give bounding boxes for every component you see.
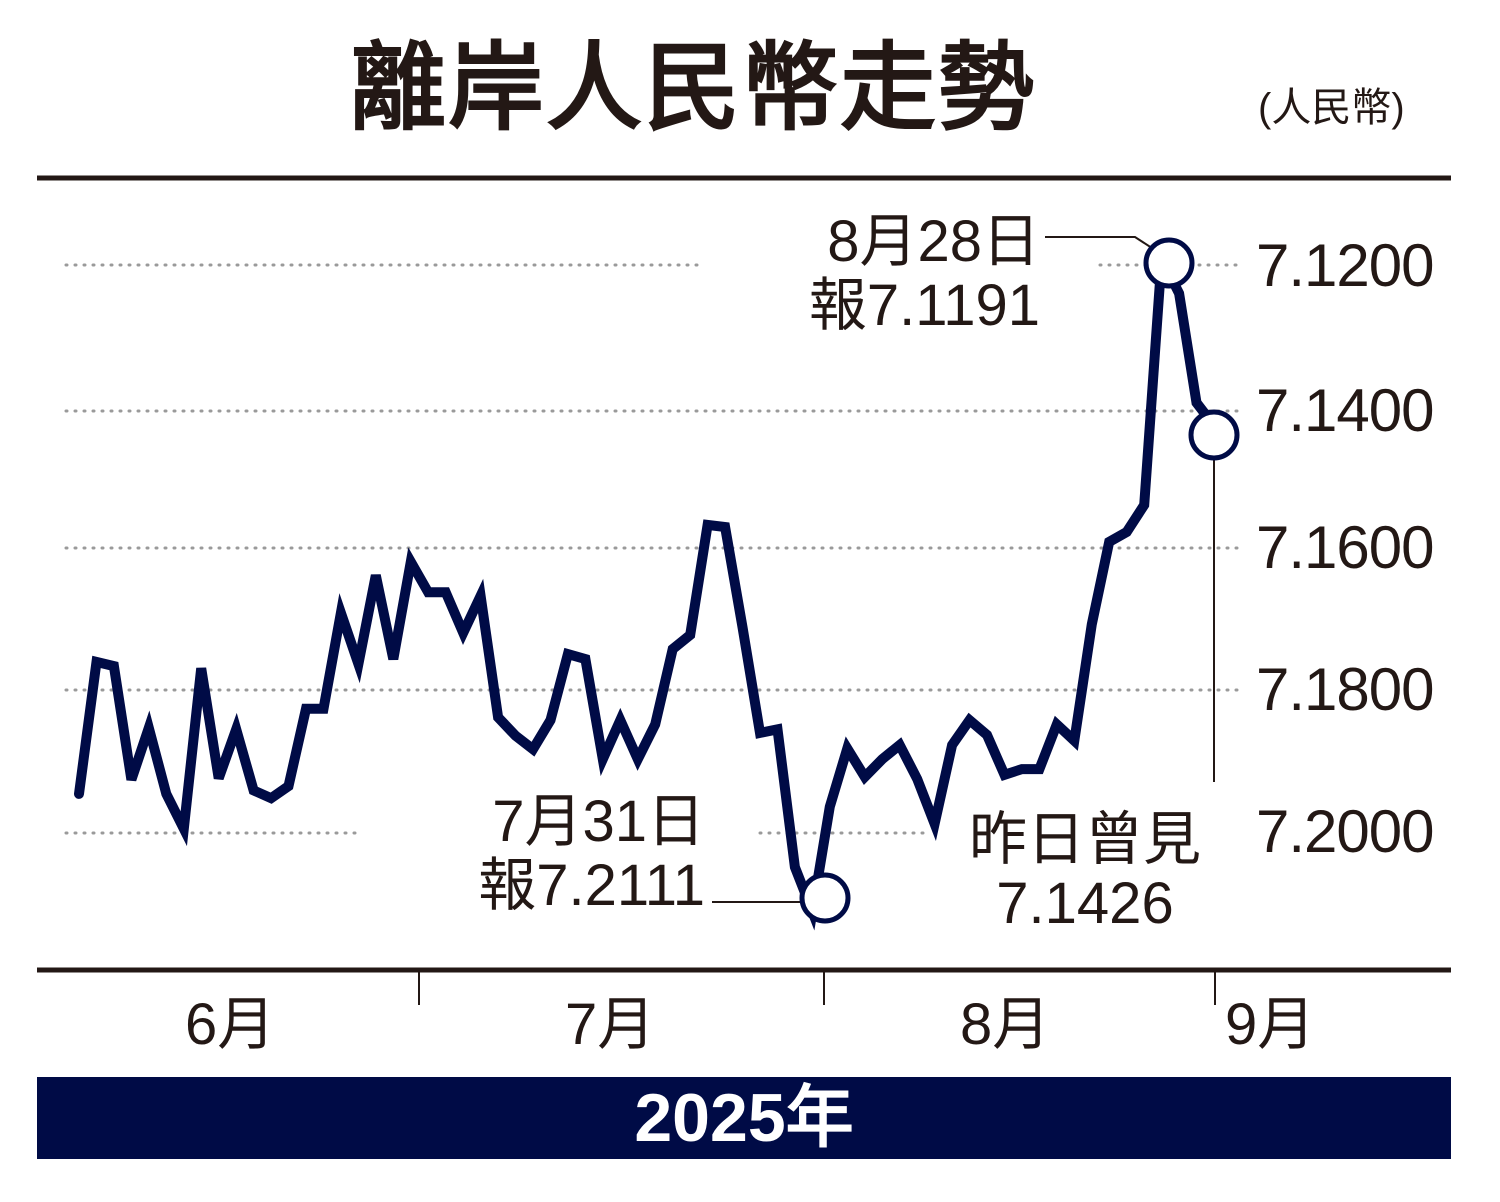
low-date: 7月31日 [492, 789, 705, 854]
y-tick: 7.2000 [1256, 798, 1435, 865]
low-annotation: 7月31日 報7.2111 [395, 790, 705, 918]
y-tick: 7.1600 [1256, 514, 1435, 581]
latest-marker [1188, 409, 1240, 461]
low-marker [799, 872, 851, 924]
low-value: 報7.2111 [478, 853, 705, 918]
latest-label: 昨日曾見 [968, 807, 1201, 872]
high-leader-line [1045, 236, 1159, 253]
month-label-jun: 6月 [185, 992, 276, 1057]
month-label-aug: 8月 [960, 992, 1051, 1057]
high-annotation: 8月28日 報7.1191 [740, 210, 1040, 338]
y-tick: 7.1400 [1256, 377, 1435, 444]
price-line [74, 240, 1219, 931]
y-tick: 7.1800 [1256, 656, 1435, 723]
year-bar: 2025年 [37, 1077, 1451, 1159]
year-label: 2025年 [634, 1080, 854, 1156]
month-label-sep: 9月 [1225, 992, 1316, 1057]
high-marker [1143, 237, 1195, 289]
high-date: 8月28日 [827, 209, 1040, 274]
unit-label: (人民幣) [1258, 86, 1405, 130]
high-value: 報7.1191 [808, 273, 1040, 338]
y-tick: 7.1200 [1256, 232, 1435, 299]
chart-title: 離岸人民幣走勢 [350, 35, 1036, 142]
month-label-jul: 7月 [565, 992, 656, 1057]
latest-value: 7.1426 [996, 871, 1174, 936]
latest-annotation: 昨日曾見 7.1426 [930, 808, 1240, 936]
